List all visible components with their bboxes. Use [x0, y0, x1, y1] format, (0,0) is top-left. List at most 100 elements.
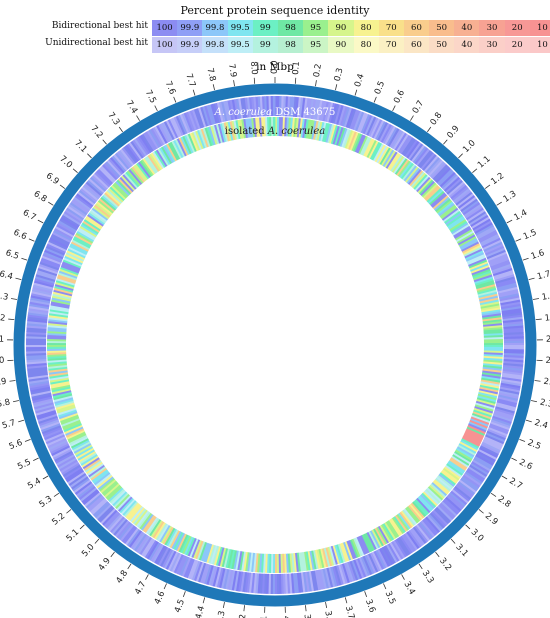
inner-ring-segment [167, 142, 179, 161]
inner-ring-segment [74, 234, 93, 246]
outer-ring-segment [30, 390, 51, 397]
inner-ring-segment [214, 124, 222, 144]
legend-unidirectional-cell-60: 60 [403, 37, 430, 53]
inner-ring-segment [468, 257, 487, 268]
outer-ring-segment [28, 380, 50, 387]
inner-ring-segment [444, 464, 462, 478]
inner-ring-segment [202, 543, 211, 562]
inner-ring-segment [89, 466, 106, 480]
inner-ring-segment [441, 207, 459, 222]
inner-ring-segment [233, 550, 239, 570]
outer-ring-segment [492, 413, 513, 423]
outer-ring-segment [251, 96, 256, 118]
inner-ring-segment [47, 360, 67, 365]
inner-ring-segment [167, 529, 179, 548]
inner-ring-segment [367, 531, 379, 550]
inner-ring-segment [66, 250, 85, 260]
inner-ring-segment [48, 366, 68, 371]
outer-ring-segment [52, 448, 72, 460]
inner-ring-segment [54, 285, 74, 293]
outer-ring-segment [298, 97, 304, 118]
outer-ring-segment [345, 562, 355, 582]
inner-ring-segment [483, 323, 503, 328]
outer-ring-segment [490, 419, 511, 429]
outer-ring-segment [412, 146, 427, 164]
outer-ring-segment [83, 491, 101, 507]
inner-ring-segment [204, 543, 213, 563]
outer-ring-segment [308, 98, 315, 119]
outer-ring-segment [320, 101, 328, 122]
tick-label: 7.1 [72, 138, 89, 155]
outer-ring-segment [478, 447, 498, 459]
inner-ring-segment [415, 497, 431, 514]
legend-bidirectional-cell-60: 60 [403, 20, 430, 36]
inner-ring-segment [446, 214, 464, 227]
outer-ring-segment [488, 425, 509, 435]
inner-ring-segment [61, 417, 80, 427]
outer-ring-segment [479, 231, 499, 244]
inner-ring-segment [330, 125, 339, 145]
inner-ring-segment [448, 217, 466, 230]
legend-bidirectional-cell-70: 70 [378, 20, 404, 36]
inner-ring-segment [202, 128, 211, 147]
inner-ring-segment [117, 496, 133, 512]
inner-ring-segment [483, 361, 503, 366]
inner-ring-segment [477, 395, 497, 403]
outer-ring-segment [84, 182, 102, 198]
outer-ring-segment [451, 489, 469, 504]
inner-ring-segment [351, 538, 361, 558]
inner-ring-segment [479, 384, 499, 391]
inner-ring-segment [337, 127, 346, 147]
outer-ring-segment [503, 342, 525, 346]
outer-ring-segment [463, 473, 482, 487]
outer-ring-segment [29, 384, 50, 391]
outer-ring-segment [133, 533, 147, 552]
inner-ring-segment [53, 289, 73, 297]
inner-ring-segment [425, 186, 441, 202]
inner-ring-segment [46, 342, 67, 345]
tick-mark [496, 201, 502, 206]
outer-ring-segment [446, 495, 463, 511]
outer-ring-segment [476, 226, 496, 238]
outer-ring-segment [286, 96, 291, 117]
inner-ring-segment [482, 319, 502, 324]
outer-ring-segment [401, 534, 415, 553]
legend-unidirectional-cell-99: 99 [252, 37, 278, 53]
outer-ring-segment [463, 203, 482, 218]
outer-ring-segment [375, 121, 387, 141]
inner-ring-segment [251, 118, 256, 138]
tick-label: 2.3 [539, 397, 550, 410]
outer-ring-segment [415, 148, 431, 167]
inner-ring-segment [348, 131, 358, 151]
inner-ring-segment [273, 116, 276, 137]
outer-ring-segment [175, 115, 186, 135]
outer-ring-segment [216, 567, 224, 588]
tick-label: 7.4 [124, 99, 140, 116]
outer-ring-segment [414, 147, 429, 165]
tick-label: 7.6 [163, 80, 177, 96]
outer-ring-segment [449, 183, 467, 199]
outer-ring-segment [173, 116, 185, 136]
outer-ring-segment [496, 280, 517, 289]
outer-ring-segment [73, 479, 91, 494]
outer-ring-segment [165, 120, 177, 140]
tick-label: 1.5 [522, 228, 538, 243]
inner-ring-segment [316, 549, 323, 569]
outer-ring-segment [385, 544, 398, 564]
inner-ring-segment [483, 325, 503, 330]
outer-ring-segment [28, 305, 49, 312]
inner-ring-segment [187, 537, 197, 557]
tick-mark [364, 591, 368, 597]
inner-ring-segment [107, 487, 124, 502]
outer-ring-segment [495, 278, 516, 287]
outer-ring-segment [392, 540, 406, 559]
outer-ring-segment [98, 167, 115, 184]
tick-mark [354, 89, 358, 96]
outer-ring-segment [181, 113, 192, 133]
inner-ring-segment [361, 137, 372, 156]
outer-ring-segment [191, 560, 201, 581]
outer-ring-segment [119, 148, 135, 166]
outer-ring-segment [453, 485, 472, 501]
inner-ring-segment [445, 463, 463, 477]
inner-ring-segment [402, 164, 416, 181]
